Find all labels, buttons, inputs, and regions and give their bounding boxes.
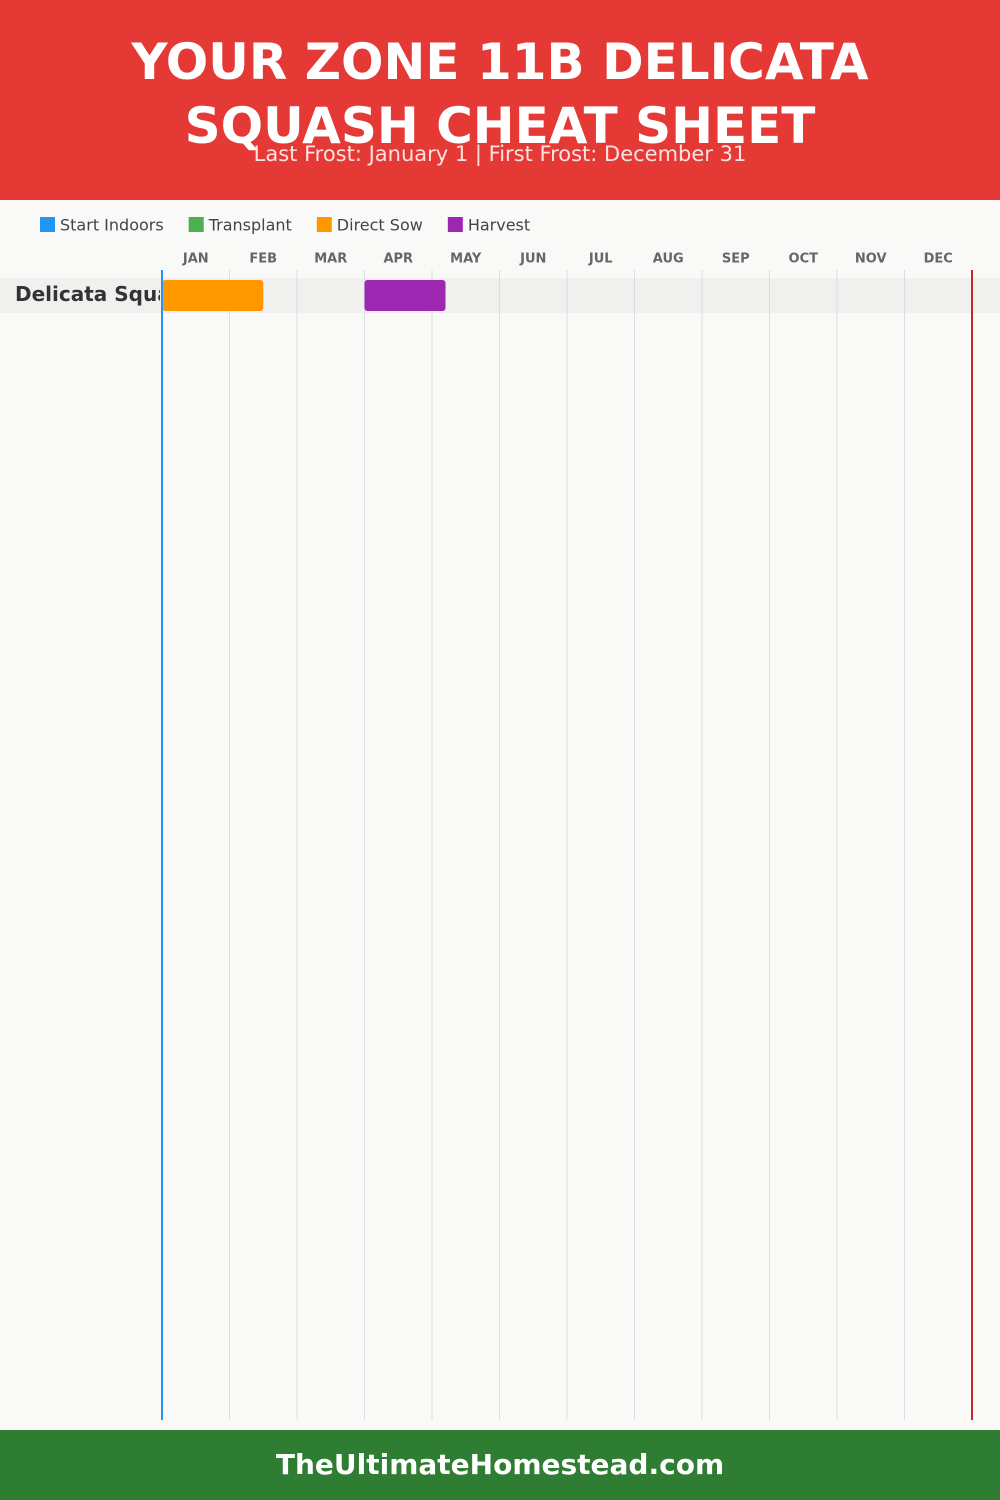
- x-tick-label: NOV: [855, 252, 887, 267]
- legend-swatch: [447, 217, 463, 232]
- legend-swatch: [188, 217, 204, 232]
- footer: TheUltimateHomestead.com: [0, 1430, 1000, 1500]
- row-label: Delicata Squash: [15, 282, 197, 306]
- x-tick-label: MAY: [450, 252, 482, 267]
- bar: [364, 280, 446, 311]
- x-tick-label: DEC: [924, 252, 953, 267]
- legend-label: Direct Sow: [337, 216, 423, 235]
- chart-subtitle: Last Frost: January 1 | First Frost: Dec…: [253, 142, 747, 166]
- legend-swatch: [40, 217, 55, 232]
- chart: Start Indoors Transplant Direct Sow Harvest…: [0, 216, 1000, 1420]
- legend-label: Harvest: [468, 216, 530, 235]
- x-tick-label: JAN: [182, 252, 209, 267]
- x-tick-label: AUG: [653, 252, 684, 267]
- x-tick-label: FEB: [249, 252, 277, 267]
- x-tick-label: JUL: [588, 252, 613, 267]
- x-tick-label: MAR: [314, 252, 347, 267]
- legend-label: Start Indoors: [60, 216, 164, 235]
- bar: [162, 280, 264, 311]
- header: YOUR ZONE 11B DELICATA SQUASH CHEAT SHEE…: [0, 0, 1000, 200]
- x-tick-label: JUN: [519, 252, 546, 267]
- x-tick-label: SEP: [722, 252, 750, 267]
- legend-label: Transplant: [208, 216, 292, 235]
- x-tick-label: APR: [383, 252, 413, 267]
- legend-swatch: [316, 217, 332, 232]
- x-tick-label: OCT: [789, 252, 819, 267]
- chart-title: YOUR ZONE 11B DELICATA SQUASH CHEAT SHEE…: [131, 33, 869, 155]
